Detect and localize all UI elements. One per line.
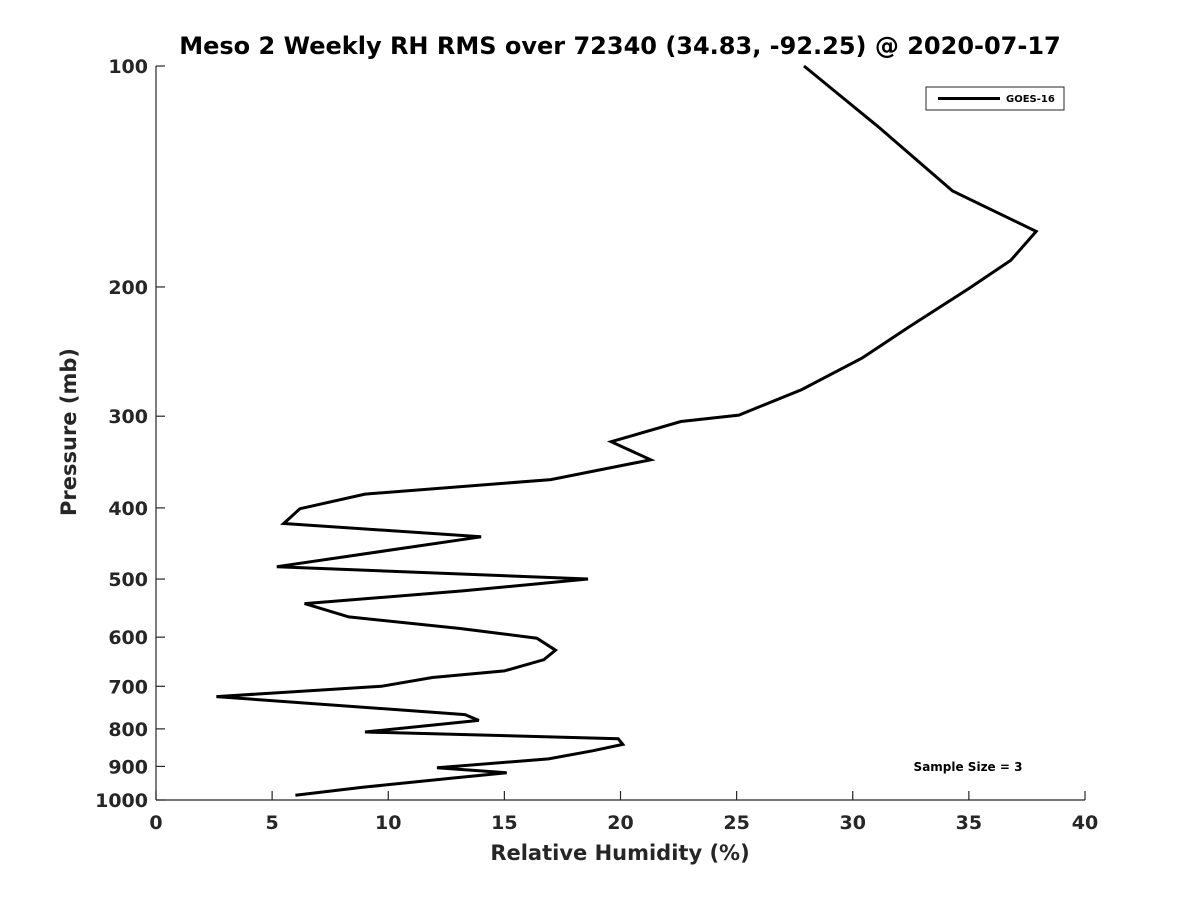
x-ticks: 0 5 10 15 20 25 30 35 40 (149, 791, 1098, 834)
y-tick-label: 800 (108, 719, 148, 741)
y-tick-label: 600 (108, 627, 148, 649)
y-tick-label: 400 (108, 498, 148, 520)
sample-size-annotation: Sample Size = 3 (914, 760, 1023, 774)
x-tick-label: 25 (723, 812, 749, 834)
chart-title: Meso 2 Weekly RH RMS over 72340 (34.83, … (179, 32, 1061, 60)
y-tick-label: 300 (108, 406, 148, 428)
y-ticks: 100 200 300 400 500 600 700 800 900 1000 (95, 56, 165, 812)
x-tick-label: 5 (266, 812, 279, 834)
legend-label-goes-16: GOES-16 (1006, 94, 1055, 105)
y-axis-label: Pressure (mb) (57, 348, 81, 516)
series-line-goes-16 (216, 64, 1039, 797)
y-tick-label: 200 (108, 277, 148, 299)
x-axis-label: Relative Humidity (%) (490, 841, 749, 865)
y-tick-label: 700 (108, 676, 148, 698)
x-tick-label: 35 (956, 812, 982, 834)
x-tick-label: 10 (375, 812, 401, 834)
series-layer (216, 64, 1039, 797)
y-tick-label: 900 (108, 756, 148, 778)
y-tick-label: 1000 (95, 790, 148, 812)
x-tick-label: 30 (840, 812, 866, 834)
y-tick-label: 500 (108, 569, 148, 591)
x-tick-label: 20 (607, 812, 633, 834)
x-tick-label: 0 (149, 812, 162, 834)
plot-area: 0 5 10 15 20 25 30 35 40 100 200 300 400 500 600 700 80… (95, 56, 1098, 834)
y-tick-label: 100 (108, 56, 148, 78)
legend: GOES-16 (925, 86, 1065, 111)
x-tick-label: 15 (491, 812, 517, 834)
x-tick-label: 40 (1072, 812, 1098, 834)
